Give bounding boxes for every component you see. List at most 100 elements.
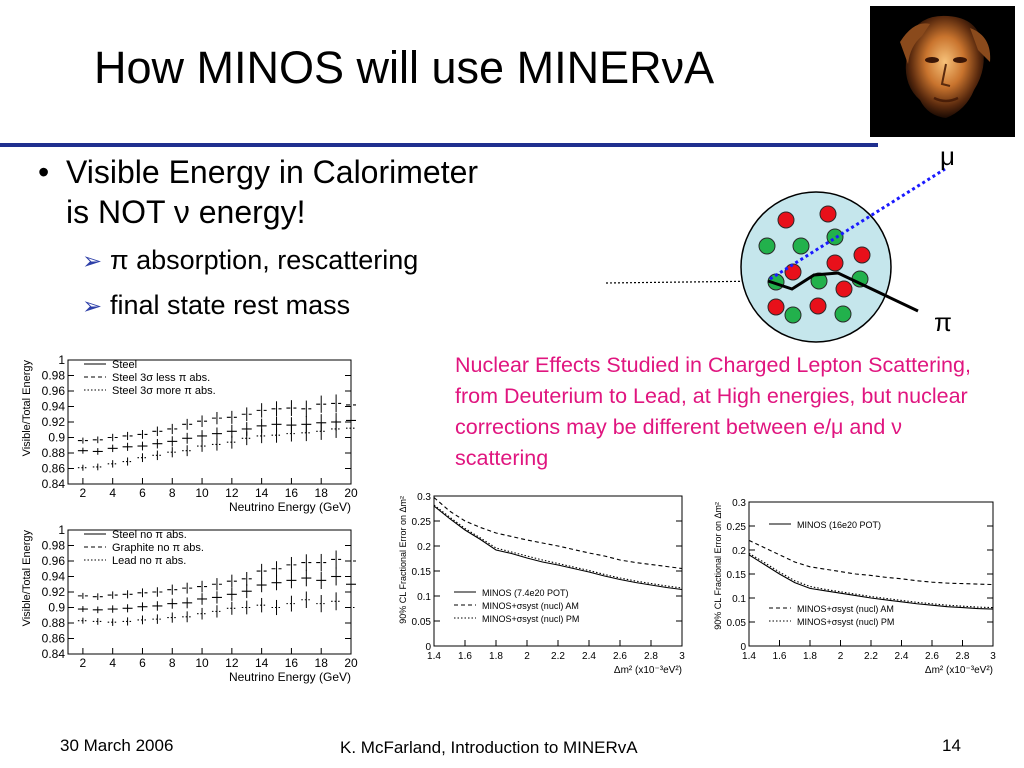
slide-title: How MINOS will use MINERνA [94, 42, 715, 93]
sub-bullet-text: final state rest mass [110, 290, 351, 320]
plot-frame [748, 501, 994, 647]
series-line [748, 539, 994, 586]
x-tick-label: 8 [169, 486, 176, 500]
y-tick-label: 1 [58, 523, 65, 537]
series-line [433, 504, 683, 589]
proton [835, 280, 853, 298]
x-tick-label: 2.4 [582, 651, 596, 662]
x-tick-label: 10 [195, 656, 209, 670]
legend-entry: Steel no π abs. [112, 529, 187, 541]
x-tick-label: 12 [225, 486, 239, 500]
y-tick-label: 0.92 [42, 585, 66, 599]
x-tick-label: 12 [225, 656, 239, 670]
x-tick-label: 4 [109, 486, 116, 500]
x-tick-label: 1.6 [458, 651, 472, 662]
x-tick-label: 20 [344, 486, 358, 500]
x-tick-label: 1.8 [489, 651, 503, 662]
x-tick-label: 14 [255, 656, 269, 670]
x-tick-label: 2.4 [895, 651, 909, 662]
proton [784, 263, 802, 281]
x-tick-label: 20 [344, 656, 358, 670]
y-tick-label: 0.05 [412, 617, 432, 628]
y-axis-label: 90% CL Fractional Error on Δm² [713, 502, 723, 630]
footer-author: K. McFarland, Introduction to MINERvA [340, 738, 638, 757]
plot-frame [67, 529, 352, 655]
sub-bullet-text: π absorption, rescattering [110, 245, 419, 275]
fractional-error-chart-7e20: 0 0.05 0.1 0.15 0.2 0.25 0.3 1.4 1.6 1.8 2 2.2 2.4 2.… [398, 492, 685, 676]
legend-entry: MINOS (16e20 POT) [797, 520, 881, 530]
neutron [784, 306, 802, 324]
plot-frame [433, 495, 683, 647]
x-tick-label: 14 [255, 486, 269, 500]
neutron [826, 228, 844, 246]
x-tick-label: 2 [80, 656, 87, 670]
x-axis-label: Δm² (x10⁻³eV²) [925, 665, 993, 676]
sub-bullet-rest-mass: ➢ final state rest mass [82, 289, 350, 323]
legend-entry: Graphite no π abs. [112, 542, 204, 554]
x-tick-label: 1.4 [427, 651, 441, 662]
fractional-error-chart-16e20: 0 0.05 0.1 0.15 0.2 0.25 0.3 1.4 1.6 1.8 2 2.2 2.4 2.… [713, 498, 996, 676]
legend-entry: MINOS+σsyst (nucl) PM [797, 617, 894, 627]
x-tick-label: 16 [285, 486, 299, 500]
x-tick-label: 2.8 [644, 651, 658, 662]
arrow-bullet-icon: ➢ [82, 293, 103, 320]
bullet-line-2: is NOT ν energy! [66, 194, 306, 230]
pion-track [767, 271, 919, 313]
y-tick-label: 0.25 [412, 517, 432, 528]
bullet-line-1: Visible Energy in Calorimeter [66, 154, 479, 190]
arrow-bullet-icon: ➢ [82, 248, 103, 275]
x-tick-label: 3 [679, 651, 685, 662]
y-axis-label: 90% CL Fractional Error on Δm² [398, 496, 408, 624]
x-tick-label: 18 [315, 656, 329, 670]
series-line [433, 497, 683, 570]
proton [767, 298, 785, 316]
muon-label: μ [940, 145, 955, 171]
legend-entry: MINOS+σsyst (nucl) PM [482, 614, 579, 624]
y-tick-label: 0.84 [42, 647, 66, 661]
neutron [758, 237, 776, 255]
legend-entry: Steel [112, 359, 137, 371]
footer-page-number: 14 [942, 736, 961, 755]
footer-date: 30 March 2006 [60, 736, 174, 755]
x-tick-label: 6 [139, 486, 146, 500]
y-tick-label: 0.88 [42, 446, 66, 460]
proton [777, 211, 795, 229]
series-line [433, 505, 683, 591]
x-tick-label: 2.8 [956, 651, 970, 662]
y-tick-label: 0.2 [417, 542, 431, 553]
x-tick-label: 6 [139, 656, 146, 670]
x-tick-label: 16 [285, 656, 299, 670]
incoming-neutrino-line [605, 280, 769, 284]
x-tick-label: 2 [80, 486, 87, 500]
legend-entry: MINOS+σsyst (nucl) AM [482, 601, 579, 611]
x-tick-label: 1.6 [773, 651, 787, 662]
pion-label: π [934, 307, 952, 337]
y-tick-label: 0.84 [42, 477, 66, 491]
proton [826, 254, 844, 272]
y-tick-label: 0.86 [42, 632, 66, 646]
x-tick-label: 2.2 [551, 651, 565, 662]
x-tick-label: 2.6 [925, 651, 939, 662]
x-tick-label: 2 [524, 651, 530, 662]
x-axis-label: Neutrino Energy (GeV) [229, 670, 351, 684]
y-tick-label: 0.92 [42, 415, 66, 429]
y-tick-label: 0 [425, 642, 431, 653]
y-tick-label: 0.15 [727, 570, 747, 581]
y-tick-label: 0.9 [48, 601, 65, 615]
proton [853, 246, 871, 264]
y-tick-label: 0.96 [42, 384, 66, 398]
y-tick-label: 0.86 [42, 462, 66, 476]
y-tick-label: 0.88 [42, 616, 66, 630]
muon-track [769, 167, 946, 281]
nucleus-diagram: μ π [605, 145, 955, 343]
x-tick-label: 3 [990, 651, 996, 662]
title-rule [0, 143, 878, 147]
y-tick-label: 0.94 [42, 400, 66, 414]
x-axis-label: Neutrino Energy (GeV) [229, 500, 351, 514]
x-tick-label: 1.8 [803, 651, 817, 662]
portrait-image [870, 6, 1015, 137]
nuclear-effects-note: Nuclear Effects Studied in Charged Lepto… [455, 353, 971, 470]
y-tick-label: 0.05 [727, 618, 747, 629]
